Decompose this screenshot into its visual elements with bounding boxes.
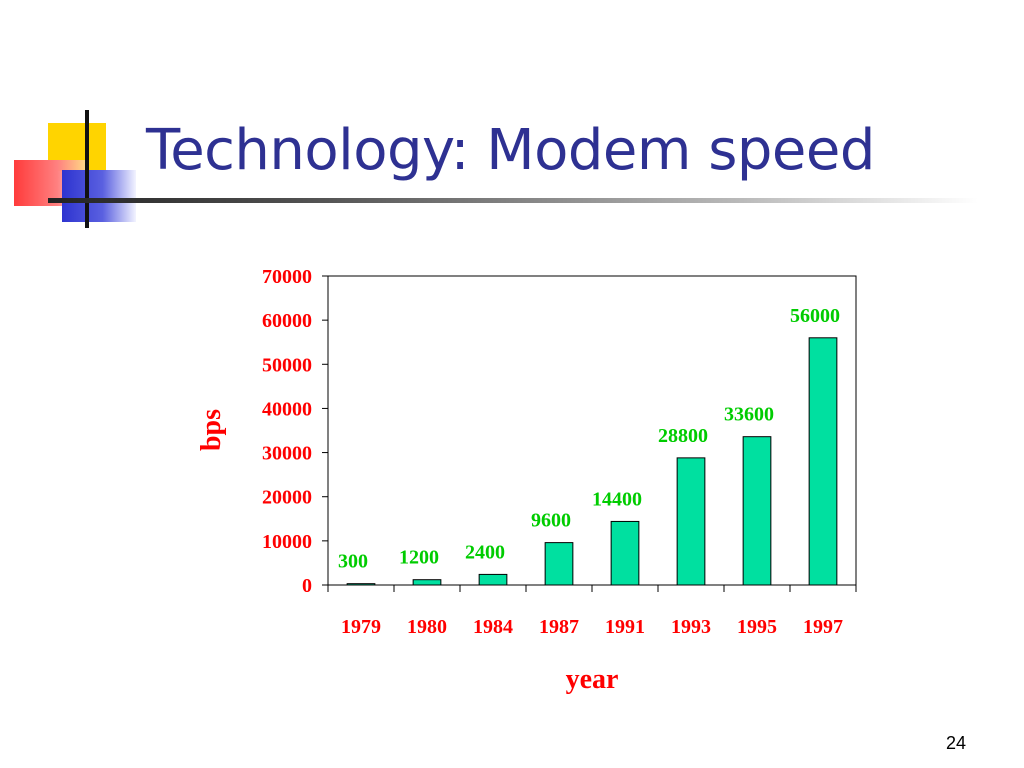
y-axis-ticks: 0 10000 20000 30000 40000 50000 60000 70000 — [262, 266, 328, 597]
bar — [346, 583, 376, 586]
y-tick-label: 70000 — [262, 266, 312, 288]
slide-title: Technology: Modem speed — [146, 118, 875, 183]
x-tick-label: 1987 — [539, 616, 579, 638]
bar — [742, 436, 772, 586]
y-tick-label: 50000 — [262, 354, 312, 376]
plot-border — [327, 275, 857, 586]
y-tick-label: 10000 — [262, 531, 312, 553]
y-tick-label: 40000 — [262, 398, 312, 420]
slide-ornament — [0, 0, 140, 230]
x-tick-label: 1991 — [605, 616, 645, 638]
data-label: 9600 — [531, 510, 571, 532]
data-label: 2400 — [465, 541, 505, 563]
y-axis-title: bps — [196, 409, 227, 451]
y-tick-label: 60000 — [262, 310, 312, 332]
blue-square-decoration — [62, 170, 136, 222]
data-label: 300 — [338, 551, 368, 573]
bar — [808, 337, 838, 586]
page-number: 24 — [945, 733, 966, 753]
x-tick-label: 1997 — [803, 616, 843, 638]
x-tick-label: 1980 — [407, 616, 447, 638]
title-underline — [48, 198, 978, 203]
bar — [412, 579, 442, 586]
x-tick-label: 1995 — [737, 616, 777, 638]
y-tick-label: 20000 — [262, 487, 312, 509]
bars: 300 1200 2400 9600 14400 28800 33600 56000 — [338, 305, 840, 586]
bar — [676, 457, 706, 586]
x-axis-title: year — [566, 664, 619, 695]
bar — [610, 520, 640, 586]
plot-frame — [327, 275, 857, 586]
bar — [544, 542, 574, 586]
y-tick-label: 0 — [302, 575, 312, 597]
vertical-line-decoration — [85, 110, 89, 228]
data-label: 14400 — [592, 488, 642, 510]
bar — [478, 573, 508, 586]
x-tick-label: 1993 — [671, 616, 711, 638]
data-label: 33600 — [724, 404, 774, 426]
x-axis-ticks: 1979 1980 1984 1987 1991 1993 1995 1997 — [327, 585, 857, 638]
x-tick-label: 1984 — [473, 616, 513, 638]
x-tick-label: 1979 — [341, 616, 381, 638]
y-tick-label: 30000 — [262, 443, 312, 465]
data-label: 1200 — [399, 547, 439, 569]
data-label: 56000 — [790, 305, 840, 327]
data-label: 28800 — [658, 425, 708, 447]
